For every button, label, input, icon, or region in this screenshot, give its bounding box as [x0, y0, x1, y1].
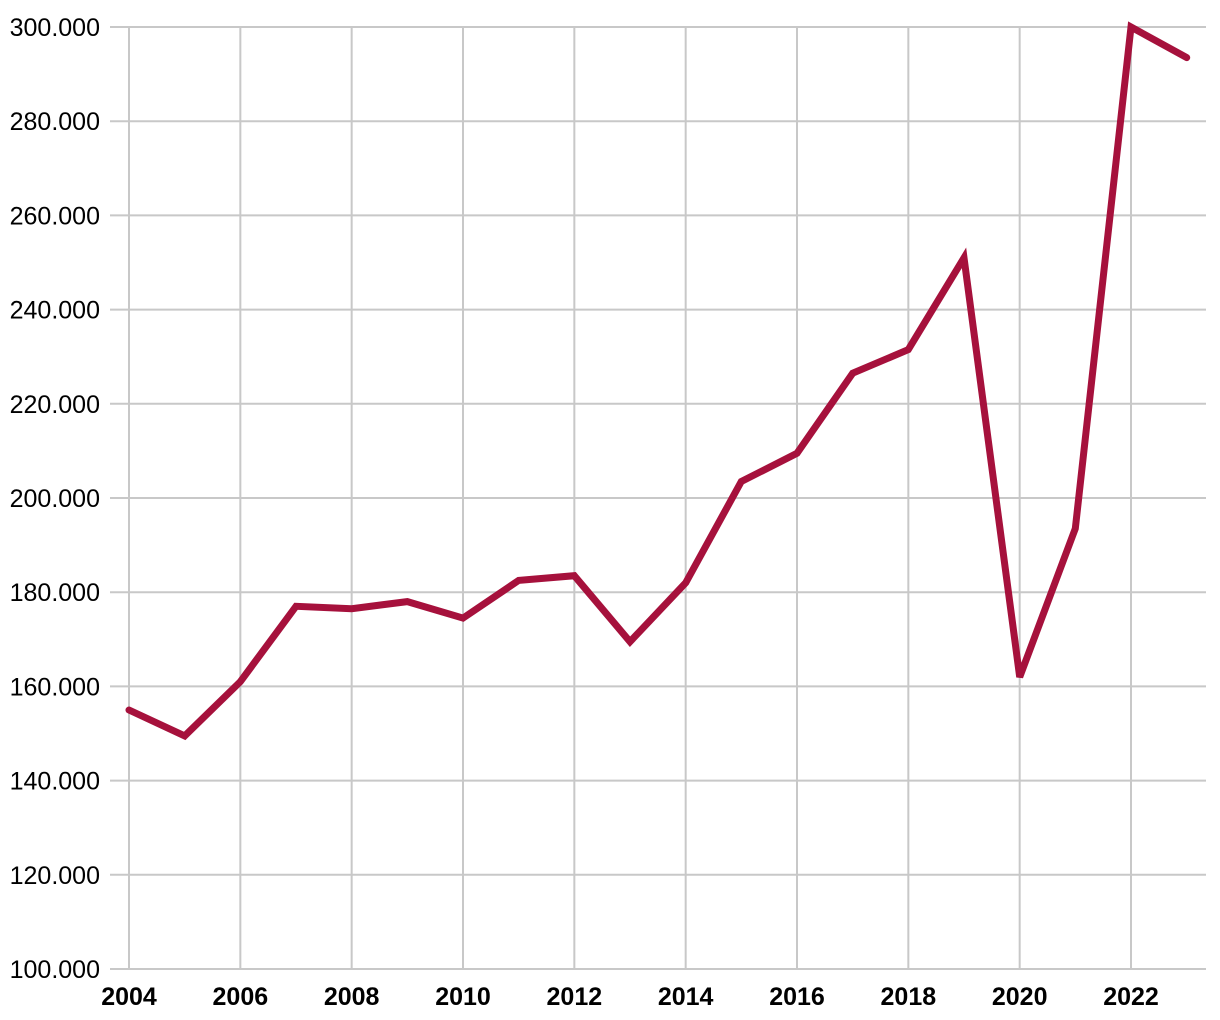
x-axis-tick-label: 2012	[547, 983, 603, 1011]
y-axis-tick-label: 300.000	[10, 14, 100, 42]
y-axis-tick-label: 140.000	[10, 768, 100, 796]
y-axis-tick-label: 200.000	[10, 485, 100, 513]
y-axis-tick-label: 100.000	[10, 956, 100, 984]
x-axis-tick-label: 2018	[881, 983, 937, 1011]
x-axis-tick-label: 2006	[213, 983, 269, 1011]
x-axis-tick-label: 2016	[769, 983, 825, 1011]
y-axis-tick-label: 160.000	[10, 673, 100, 701]
x-axis-tick-label: 2022	[1103, 983, 1159, 1011]
x-axis-tick-label: 2010	[435, 983, 491, 1011]
data-line-series	[125, 21, 1191, 741]
x-axis-tick-label: 2014	[658, 983, 714, 1011]
y-axis-tick-label: 280.000	[10, 108, 100, 136]
x-axis-tick-label: 2008	[324, 983, 380, 1011]
y-axis-tick-label: 180.000	[10, 579, 100, 607]
x-axis-tick-label: 2004	[101, 983, 157, 1011]
y-axis-tick-label: 120.000	[10, 862, 100, 890]
y-axis-tick-label: 260.000	[10, 202, 100, 230]
y-axis-tick-label: 240.000	[10, 297, 100, 325]
x-axis-tick-label: 2020	[992, 983, 1048, 1011]
y-axis-tick-label: 220.000	[10, 391, 100, 419]
